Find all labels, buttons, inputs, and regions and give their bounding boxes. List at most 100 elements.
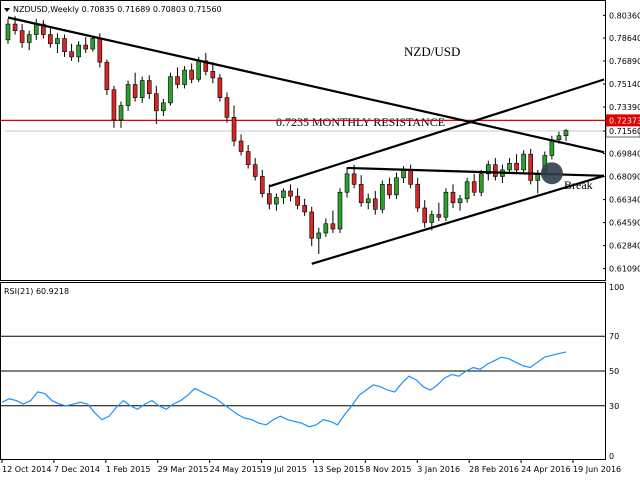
rsi-line [1, 351, 567, 428]
time-tick-label: 28 Feb 2016 [469, 465, 519, 474]
bull-candle [486, 164, 491, 175]
bear-candle [259, 176, 265, 194]
bear-candle [309, 211, 315, 239]
resistance-annotation: 0.7235 MONTHLY RESISTANCE [276, 115, 445, 129]
time-tick-label: 1 Feb 2015 [106, 465, 151, 474]
trendlines [7, 16, 605, 265]
bear-candle [104, 61, 110, 91]
bear-candle [231, 117, 237, 142]
price-panel-frame [0, 0, 606, 281]
price-tick-label: 0.64590 [609, 219, 640, 228]
bear-candle [203, 60, 209, 72]
bull-candle [380, 184, 385, 210]
bull-candle [429, 214, 435, 223]
bear-candle [330, 223, 336, 230]
bull-candle [365, 198, 371, 204]
bull-candle [344, 173, 350, 193]
price-tick-label: 0.75140 [609, 80, 640, 89]
bear-candle [471, 181, 477, 193]
rsi-label: RSI(21) 60.9218 [4, 287, 69, 296]
bear-candle [372, 198, 378, 210]
rsi-level-box [608, 331, 622, 342]
time-tick-label: 24 Apr 2016 [521, 465, 570, 474]
bear-candle [210, 71, 216, 79]
neckline [347, 166, 605, 177]
price-tick-label: 0.80360 [609, 11, 640, 20]
bull-candle [26, 34, 32, 43]
bull-candle [443, 191, 449, 218]
bull-candle [168, 76, 173, 104]
bull-candle [563, 130, 569, 137]
time-tick-label: 3 Jan 2016 [417, 465, 460, 474]
bear-candle [62, 38, 67, 52]
price-tick-label: 0.73390 [609, 103, 640, 112]
current-price-label: 0.71560 [609, 127, 640, 136]
bull-candle [90, 38, 96, 50]
price-tick-label: 0.76890 [609, 57, 640, 66]
bull-candle [139, 80, 145, 98]
bull-candle [549, 139, 555, 156]
bull-candle [281, 190, 286, 198]
bull-candle [464, 181, 470, 200]
bull-candle [337, 191, 343, 230]
bull-candle [161, 102, 166, 112]
bull-candle [457, 198, 463, 204]
bear-candle [295, 195, 300, 206]
channel-lower-line [311, 174, 605, 265]
bear-candle [189, 69, 194, 80]
rsi-level-label: 70 [609, 332, 619, 341]
rsi-level-box [608, 366, 622, 376]
bear-candle [422, 207, 428, 223]
bear-candle [48, 34, 53, 45]
bear-candle [415, 184, 420, 209]
bull-candle [401, 169, 406, 179]
bull-candle [394, 177, 399, 196]
time-tick-label: 19 Jun 2016 [573, 465, 621, 474]
price-tick-label: 0.61090 [609, 265, 640, 274]
resistance-price-label: 0.72373 [609, 116, 640, 125]
bull-candle [125, 84, 131, 106]
bull-candle [196, 60, 202, 80]
time-tick-label: 29 Mar 2015 [158, 465, 209, 474]
price-tick-label: 0.62840 [609, 242, 640, 251]
bear-candle [514, 163, 519, 171]
price-axis: 0.80360 0.78640 0.76890 0.75140 0.73390 0.698… [603, 11, 640, 274]
bear-candle [450, 191, 456, 204]
rsi-level-label: 50 [609, 367, 619, 376]
bear-candle [238, 140, 244, 152]
candles [5, 16, 569, 254]
bear-candle [154, 93, 159, 112]
bear-candle [146, 80, 152, 95]
price-tick-label: 0.66340 [609, 196, 640, 205]
bull-candle [55, 38, 60, 45]
bull-candle [478, 173, 484, 193]
bear-candle [132, 84, 138, 98]
rsi-level-label: 30 [609, 402, 619, 411]
resistance-price-box [606, 114, 640, 127]
bear-candle [493, 164, 498, 177]
chart-title: NZD/USD [404, 44, 460, 59]
bull-candle [5, 23, 11, 41]
bear-candle [302, 205, 307, 213]
bear-candle [111, 89, 117, 121]
bear-candle [351, 173, 357, 185]
rsi-min-label: 0 [609, 452, 614, 461]
bear-candle [217, 77, 223, 98]
bull-candle [274, 197, 279, 205]
bear-candle [83, 44, 88, 50]
price-tick-label: 0.68090 [609, 173, 640, 182]
bull-candle [316, 232, 322, 239]
price-tick-label: 0.69840 [609, 150, 640, 159]
time-tick-label: 8 Nov 2015 [365, 465, 411, 474]
channel-upper-line [269, 78, 605, 188]
bear-candle [387, 184, 392, 196]
time-tick-label: 19 Jul 2015 [262, 465, 307, 474]
time-tick-label: 13 Sep 2015 [313, 465, 364, 474]
symbol-dropdown-icon[interactable] [4, 8, 10, 12]
bull-candle [556, 135, 562, 140]
bull-candle [521, 153, 526, 171]
bear-candle [19, 30, 25, 43]
bull-candle [33, 23, 39, 35]
bear-candle [408, 169, 413, 185]
